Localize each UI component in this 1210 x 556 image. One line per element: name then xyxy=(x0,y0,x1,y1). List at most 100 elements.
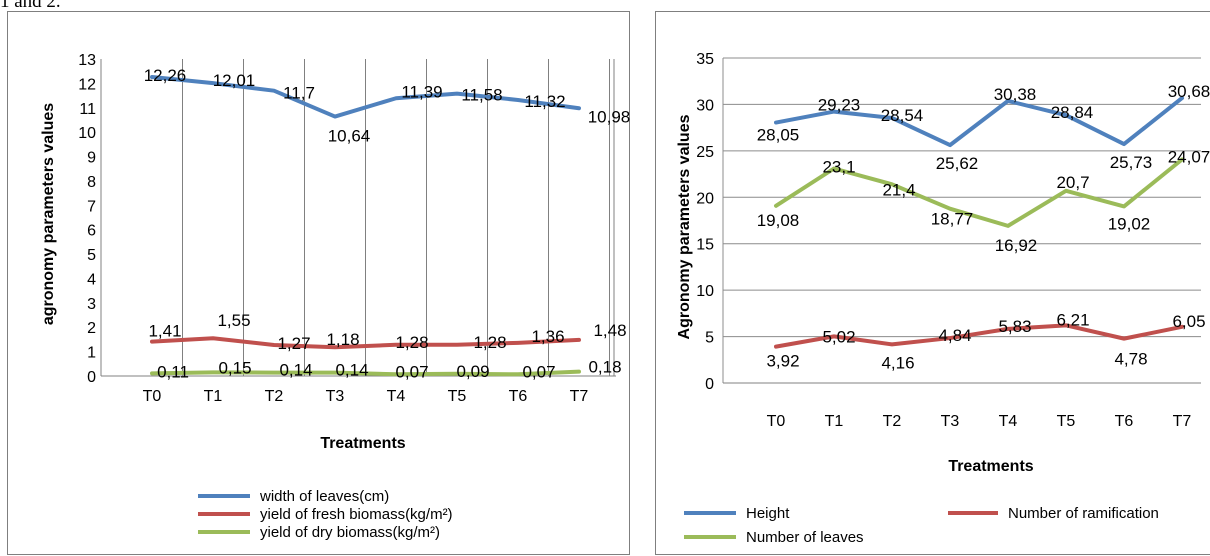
left-data-label: 11,58 xyxy=(461,86,502,105)
left-y-tick-label: 3 xyxy=(87,296,96,313)
left-y-tick-label: 8 xyxy=(87,174,96,191)
right-data-label: 4,84 xyxy=(938,326,971,345)
right-data-label: 23,1 xyxy=(822,158,855,177)
page-caption: 1 and 2. xyxy=(0,0,61,12)
left-y-tick-label: 6 xyxy=(87,223,96,240)
left-y-tick-label: 10 xyxy=(78,125,96,142)
right-data-label: 25,62 xyxy=(936,154,979,173)
left-y-tick-label: 2 xyxy=(87,320,96,337)
left-y-tick-label: 7 xyxy=(87,198,96,215)
right-data-label: 24,07 xyxy=(1168,147,1210,166)
right-data-label: 28,84 xyxy=(1051,103,1094,122)
left-x-tick-label: T7 xyxy=(570,388,589,405)
left-y-tick-label: 12 xyxy=(78,76,96,93)
left-y-tick-label: 13 xyxy=(78,52,96,69)
left-data-label: 1,27 xyxy=(277,334,310,353)
left-x-tick-label: T4 xyxy=(387,388,406,405)
right-data-label: 5,02 xyxy=(822,327,855,346)
left-x-tick-label: T3 xyxy=(326,388,345,405)
right-x-tick-label: T0 xyxy=(767,413,786,430)
right-data-label: 4,78 xyxy=(1114,350,1147,369)
right-legend-label: Height xyxy=(746,505,790,522)
left-data-label: 12,26 xyxy=(144,66,187,85)
right-data-label: 4,16 xyxy=(881,353,914,372)
left-y-tick-label: 0 xyxy=(87,369,96,386)
right-y-tick-label: 0 xyxy=(705,376,714,393)
right-data-label: 28,05 xyxy=(757,126,800,145)
right-data-label: 29,23 xyxy=(818,96,861,115)
right-x-tick-label: T6 xyxy=(1115,413,1134,430)
left-data-label: 11,39 xyxy=(401,82,442,101)
left-data-label: 1,48 xyxy=(593,321,626,340)
left-y-tick-label: 9 xyxy=(87,150,96,167)
left-data-label: 0,07 xyxy=(522,362,555,381)
right-legend-label: Number of ramification xyxy=(1008,505,1159,522)
right-x-tick-label: T1 xyxy=(825,413,844,430)
right-y-tick-label: 30 xyxy=(696,97,714,114)
right-data-label: 30,38 xyxy=(994,85,1037,104)
right-x-axis-title: Treatments xyxy=(948,458,1033,475)
left-data-label: 0,14 xyxy=(279,361,312,380)
right-data-label: 6,21 xyxy=(1056,310,1089,329)
right-y-axis-title: Agronomy parameters values xyxy=(676,114,693,339)
right-y-tick-label: 10 xyxy=(696,283,714,300)
left-data-label: 0,11 xyxy=(157,362,189,381)
right-x-tick-label: T4 xyxy=(999,413,1018,430)
right-x-tick-label: T5 xyxy=(1057,413,1076,430)
right-data-label: 21,4 xyxy=(882,180,915,199)
right-data-label: 19,02 xyxy=(1108,214,1151,233)
right-series-line-0 xyxy=(774,96,1184,148)
left-y-tick-label: 1 xyxy=(87,345,96,362)
left-data-label: 1,28 xyxy=(395,333,428,352)
chart-panel-right: 0 5 10 15 20 25 30 35 T0 T1 T2 T3 T4 T5 T6 T7 Treatments… xyxy=(655,11,1210,555)
right-series-line-2 xyxy=(774,157,1184,228)
right-data-label: 6,05 xyxy=(1172,312,1205,331)
chart-right-svg: 0 5 10 15 20 25 30 35 T0 T1 T2 T3 T4 T5 T6 T7 Treatments… xyxy=(676,51,1210,546)
left-data-label: 11,32 xyxy=(524,92,565,111)
right-data-label: 20,7 xyxy=(1056,173,1089,192)
left-data-label: 10,98 xyxy=(588,107,631,126)
left-series-line-1 xyxy=(150,336,581,350)
left-data-label: 11,7 xyxy=(283,84,315,103)
left-data-label: 1,18 xyxy=(326,330,359,349)
right-x-tick-label: T7 xyxy=(1173,413,1192,430)
right-data-label: 18,77 xyxy=(931,210,974,229)
left-data-label: 1,55 xyxy=(217,311,250,330)
left-x-tick-label: T2 xyxy=(265,388,284,405)
left-x-axis-title: Treatments xyxy=(320,435,405,452)
left-data-label: 1,41 xyxy=(148,322,181,341)
left-data-label: 0,09 xyxy=(456,362,489,381)
left-x-tick-label: T5 xyxy=(448,388,467,405)
left-legend-label: yield of fresh biomass(kg/m²) xyxy=(260,506,453,523)
right-y-tick-label: 20 xyxy=(696,190,714,207)
left-x-tick-label: T1 xyxy=(204,388,223,405)
left-data-label: 12,01 xyxy=(213,71,256,90)
right-data-label: 16,92 xyxy=(995,236,1038,255)
right-y-tick-label: 35 xyxy=(696,51,714,68)
right-y-tick-label: 15 xyxy=(696,237,714,254)
right-data-label: 3,92 xyxy=(766,352,799,371)
left-legend-label: yield of dry biomass(kg/m²) xyxy=(260,524,440,541)
left-data-label: 1,28 xyxy=(473,333,506,352)
left-x-tick-label: T6 xyxy=(509,388,528,405)
right-y-tick-label: 5 xyxy=(705,330,714,347)
left-x-tick-label: T0 xyxy=(143,388,162,405)
chart-panel-left: 0 1 2 3 4 5 6 7 8 9 10 11 12 13 T0 T1 T2 T3 T4 T5 T6 T7 Treatm… xyxy=(7,11,630,555)
right-legend-label: Number of leaves xyxy=(746,529,864,546)
right-x-tick-label: T2 xyxy=(883,413,902,430)
right-data-label: 5,83 xyxy=(998,317,1031,336)
left-data-label: 0,15 xyxy=(218,358,251,377)
left-y-tick-label: 4 xyxy=(87,271,96,288)
left-data-label: 0,07 xyxy=(395,362,428,381)
right-series-line-1 xyxy=(774,323,1184,349)
right-data-label: 30,68 xyxy=(1168,82,1210,101)
left-y-axis-title: agronomy parameters values xyxy=(40,103,57,325)
right-x-tick-label: T3 xyxy=(941,413,960,430)
left-series-line-0 xyxy=(150,75,581,119)
right-y-tick-label: 25 xyxy=(696,144,714,161)
right-data-label: 25,73 xyxy=(1110,153,1153,172)
left-data-label: 10,64 xyxy=(328,127,371,146)
left-legend-label: width of leaves(cm) xyxy=(259,488,389,505)
left-y-tick-label: 11 xyxy=(79,101,96,118)
